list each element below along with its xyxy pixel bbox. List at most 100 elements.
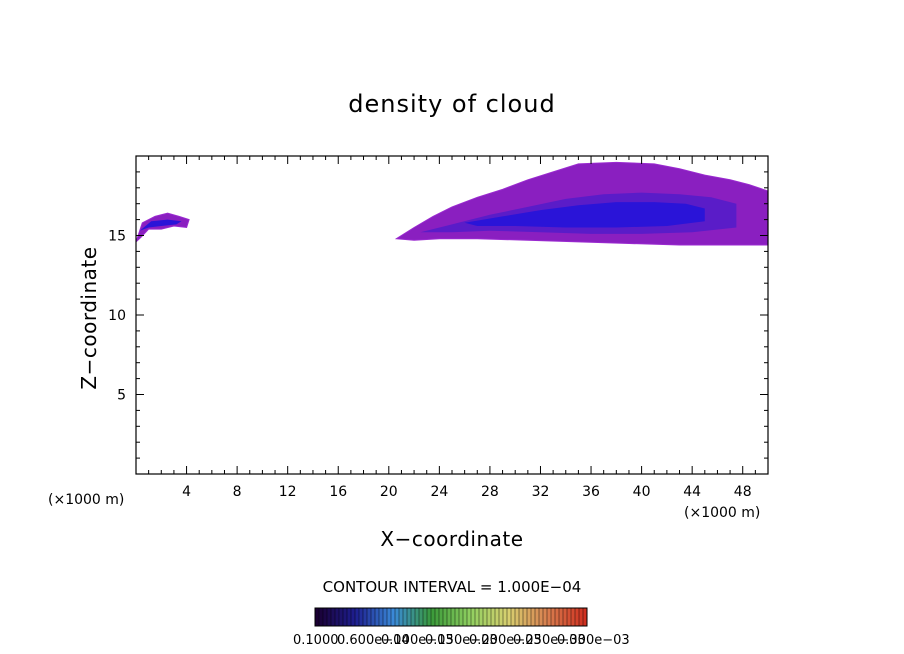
x-tick-label: 32 (532, 484, 550, 500)
y-axis-label: Z−coordinate (77, 246, 101, 389)
colorbar-swatch (567, 608, 571, 626)
colorbar-swatch (315, 608, 319, 626)
colorbar-swatch (511, 608, 515, 626)
colorbar-swatch (319, 608, 323, 626)
x-unit-right: (×1000 m) (684, 505, 760, 521)
colorbar-swatch (491, 608, 495, 626)
colorbar-swatch (355, 608, 359, 626)
colorbar-labels: 0.10000.600e−040.100e−030.150e−030.200e−… (293, 633, 630, 648)
colorbar-label: 0.1000 (293, 633, 339, 648)
colorbar-swatch (407, 608, 411, 626)
colorbar-swatch (539, 608, 543, 626)
colorbar-swatch (383, 608, 387, 626)
colorbar-swatch (447, 608, 451, 626)
colorbar-swatch (579, 608, 583, 626)
x-tick-label: 8 (233, 484, 242, 500)
colorbar-swatch (363, 608, 367, 626)
colorbar-swatch (563, 608, 567, 626)
colorbar-swatch (427, 608, 431, 626)
colorbar-swatch (471, 608, 475, 626)
colorbar-swatch (499, 608, 503, 626)
colorbar-swatch (503, 608, 507, 626)
x-tick-label: 48 (734, 484, 752, 500)
y-axis-ticks: 5 10 15 (108, 171, 768, 459)
colorbar-label: 0.200e−03 (469, 633, 542, 648)
colorbar-label: 0.250e−03 (513, 633, 586, 648)
colorbar-swatch (339, 608, 343, 626)
x-tick-label: 16 (329, 484, 347, 500)
colorbar-swatch (535, 608, 539, 626)
x-tick-label: 12 (279, 484, 297, 500)
colorbar-swatch (571, 608, 575, 626)
colorbar-swatch (455, 608, 459, 626)
colorbar-swatch (375, 608, 379, 626)
colorbar-swatch (323, 608, 327, 626)
y-tick-label: 15 (108, 229, 126, 245)
colorbar-label: 0.300e−03 (557, 633, 630, 648)
colorbar-frame (314, 607, 588, 627)
cloud-layer (136, 161, 768, 246)
colorbar-swatch (419, 608, 423, 626)
colorbar-swatch (343, 608, 347, 626)
colorbar-swatch (495, 608, 499, 626)
colorbar-swatch (507, 608, 511, 626)
colorbar-swatch (335, 608, 339, 626)
colorbar-swatch (527, 608, 531, 626)
y-tick-label: 5 (117, 388, 126, 404)
colorbar-label: 0.600e−04 (337, 633, 410, 648)
colorbar-swatch (459, 608, 463, 626)
colorbar-swatch (439, 608, 443, 626)
colorbar-swatch (519, 608, 523, 626)
x-tick-label: 24 (430, 484, 448, 500)
colorbar-swatch (359, 608, 363, 626)
colorbar-swatch (463, 608, 467, 626)
colorbar-swatch (403, 608, 407, 626)
colorbar-swatch (391, 608, 395, 626)
colorbar-swatch (415, 608, 419, 626)
colorbar-swatch (371, 608, 375, 626)
colorbar-swatch (347, 608, 351, 626)
colorbar-swatch (431, 608, 435, 626)
colorbar-swatch (523, 608, 527, 626)
colorbar-swatch (551, 608, 555, 626)
colorbar-swatch (487, 608, 491, 626)
colorbar-swatch (583, 608, 587, 626)
colorbar-swatch (483, 608, 487, 626)
colorbar-swatch (331, 608, 335, 626)
colorbar-swatch (467, 608, 471, 626)
colorbar-swatch (443, 608, 447, 626)
x-tick-label: 44 (683, 484, 701, 500)
colorbar-swatch (451, 608, 455, 626)
colorbar-label: 0.150e−03 (425, 633, 498, 648)
x-axis-label: X−coordinate (380, 527, 523, 551)
colorbar-swatch (547, 608, 551, 626)
x-tick-label: 20 (380, 484, 398, 500)
colorbar-swatch (555, 608, 559, 626)
colorbar-swatch (367, 608, 371, 626)
colorbar-label: 0.100e−03 (381, 633, 454, 648)
y-tick-label: 10 (108, 308, 126, 324)
colorbar-swatch (475, 608, 479, 626)
colorbar (314, 607, 588, 627)
colorbar-swatch (435, 608, 439, 626)
x-tick-label: 4 (182, 484, 191, 500)
colorbar-swatch (379, 608, 383, 626)
colorbar-swatch (399, 608, 403, 626)
colorbar-swatch (479, 608, 483, 626)
colorbar-swatch (327, 608, 331, 626)
x-axis-ticks: 4 8 12 16 20 24 28 32 36 40 44 48 (148, 156, 756, 500)
colorbar-swatch (351, 608, 355, 626)
colorbar-swatch (559, 608, 563, 626)
colorbar-swatch (423, 608, 427, 626)
colorbar-swatch (387, 608, 391, 626)
x-tick-label: 40 (633, 484, 651, 500)
colorbar-swatch (395, 608, 399, 626)
x-tick-label: 36 (582, 484, 600, 500)
colorbar-swatch (575, 608, 579, 626)
cloud-region-1-outer (136, 212, 190, 243)
colorbar-swatch (543, 608, 547, 626)
contour-interval-text: CONTOUR INTERVAL = 1.000E−04 (323, 578, 582, 596)
cloud-region-2-core (464, 202, 705, 228)
